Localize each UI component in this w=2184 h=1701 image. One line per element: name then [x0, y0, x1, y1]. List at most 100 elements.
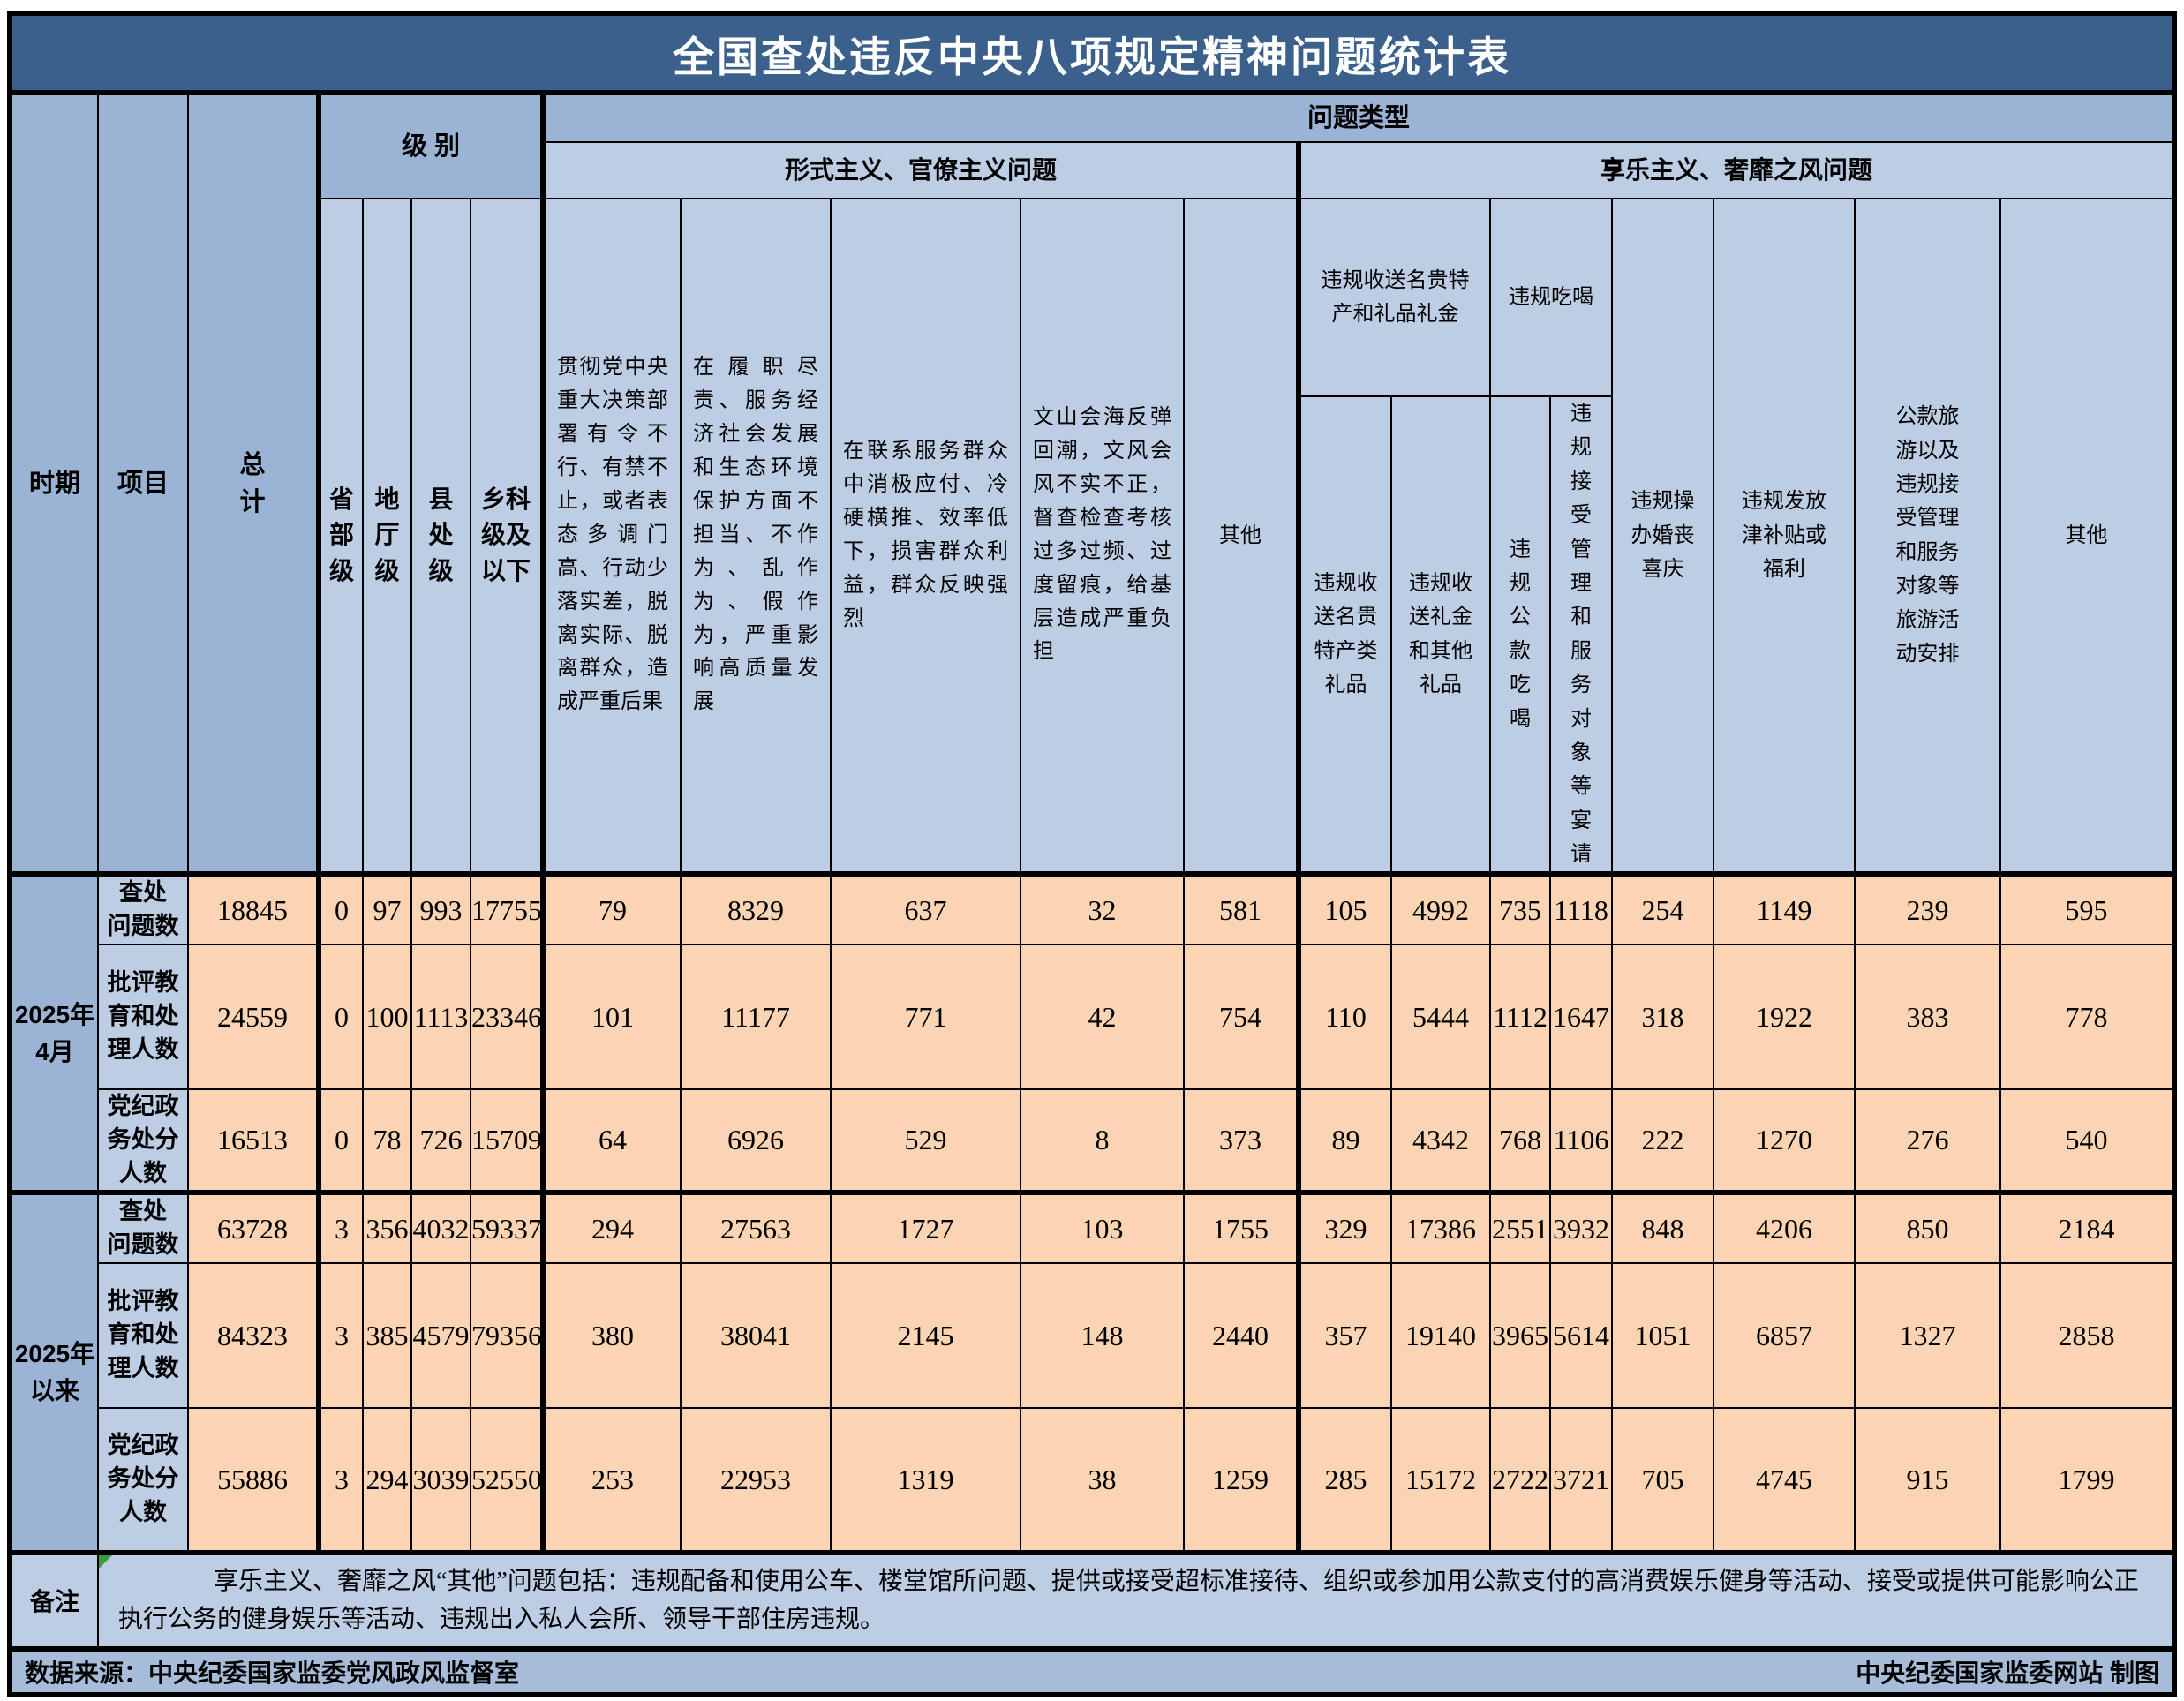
- data-cell: 110: [1298, 944, 1392, 1091]
- data-cell: 5614: [1549, 1262, 1613, 1410]
- statistics-table: 全国查处违反中央八项规定精神问题统计表 时期 项目 总 计 级 别 问题类型 形…: [7, 11, 2178, 1697]
- data-cell: 3965: [1489, 1262, 1551, 1410]
- data-cell: 1259: [1183, 1407, 1301, 1554]
- data-cell: 0: [318, 1088, 364, 1194]
- header-gifts-group: 违规收送名贵特产和礼品礼金: [1296, 198, 1491, 397]
- footer-source: 数据来源：中央纪委国家监委党风政风监督室: [25, 1659, 520, 1687]
- data-cell: 2184: [1999, 1190, 2176, 1265]
- data-cell: 373: [1183, 1088, 1301, 1194]
- header-period: 时期: [9, 91, 99, 876]
- header-formalism-col-decisions: 贯彻党中央重大决策部署有令不行、有禁不止，或者表态多调门高、行动少落实差，脱离实…: [540, 197, 682, 876]
- data-cell: 705: [1611, 1407, 1714, 1554]
- data-cell: 771: [830, 944, 1021, 1091]
- header-total: 总 计: [187, 91, 321, 876]
- data-cell: 1149: [1713, 871, 1856, 946]
- data-cell: 385: [362, 1262, 412, 1410]
- data-cell: 1727: [830, 1190, 1021, 1265]
- data-cell: 276: [1854, 1088, 2001, 1194]
- page-title: 全国查处违反中央八项规定精神问题统计表: [8, 12, 2176, 95]
- data-cell: 2440: [1183, 1262, 1301, 1410]
- data-cell: 3: [318, 1407, 364, 1554]
- note-label: 备注: [9, 1550, 99, 1650]
- data-cell: 19140: [1390, 1262, 1491, 1410]
- data-cell: 1112: [1489, 944, 1551, 1091]
- data-cell: 84323: [187, 1262, 321, 1410]
- data-cell: 55886: [187, 1407, 321, 1554]
- data-cell: 89: [1298, 1088, 1392, 1194]
- data-cell: 4032: [410, 1190, 471, 1265]
- data-cell: 8329: [680, 871, 832, 946]
- header-travel: 公款旅游以及违规接受管理和服务对象等旅游活动安排: [1854, 197, 2001, 876]
- data-cell: 581: [1183, 871, 1301, 946]
- header-item: 项目: [97, 91, 189, 876]
- row-label: 批评教 育和处 理人数: [97, 1262, 189, 1410]
- data-cell: 22953: [680, 1407, 832, 1554]
- data-cell: 726: [410, 1088, 471, 1194]
- header-level-county: 县 处 级: [410, 197, 471, 876]
- header-dining-group: 违规吃喝: [1489, 198, 1613, 397]
- header-other-hedonism: 其他: [1999, 197, 2176, 876]
- period-cell: 2025年 以来: [9, 1190, 99, 1554]
- data-cell: 3932: [1549, 1190, 1613, 1265]
- data-cell: 103: [1020, 1190, 1185, 1265]
- data-cell: 3039: [410, 1407, 471, 1554]
- data-cell: 329: [1298, 1190, 1392, 1265]
- data-cell: 383: [1854, 944, 2001, 1091]
- data-cell: 2722: [1489, 1407, 1551, 1554]
- data-cell: 356: [362, 1190, 412, 1265]
- data-cell: 15172: [1390, 1407, 1491, 1554]
- data-cell: 848: [1611, 1190, 1714, 1265]
- green-corner-marker-icon: [100, 1558, 112, 1569]
- data-cell: 2858: [1999, 1262, 2176, 1410]
- data-cell: 239: [1854, 871, 2001, 946]
- data-cell: 294: [542, 1190, 682, 1265]
- data-cell: 63728: [187, 1190, 321, 1265]
- data-cell: 15709: [470, 1088, 546, 1194]
- data-cell: 285: [1298, 1407, 1392, 1554]
- data-cell: 778: [1999, 944, 2176, 1091]
- data-cell: 3: [318, 1190, 364, 1265]
- data-cell: 97: [362, 871, 412, 946]
- header-formalism-col-duty: 在履职尽责、服务经济社会发展和生态环境保护方面不担当、不作为、乱作为、假作为，严…: [680, 197, 832, 876]
- data-cell: 79356: [470, 1262, 546, 1410]
- header-formalism-col-other: 其他: [1183, 197, 1301, 876]
- data-cell: 1051: [1611, 1262, 1714, 1410]
- data-cell: 529: [830, 1088, 1021, 1194]
- data-cell: 1922: [1713, 944, 1856, 1091]
- header-formalism-col-masses: 在联系服务群众中消极应付、冷硬横推、效率低下，损害群众利益，群众反映强烈: [830, 197, 1021, 876]
- data-cell: 754: [1183, 944, 1301, 1091]
- data-cell: 1799: [1999, 1407, 2176, 1554]
- data-cell: 105: [1298, 871, 1392, 946]
- data-cell: 637: [830, 871, 1021, 946]
- data-cell: 2551: [1489, 1190, 1551, 1265]
- data-cell: 1106: [1549, 1088, 1613, 1194]
- data-cell: 540: [1999, 1088, 2176, 1194]
- row-label: 党纪政 务处分 人数: [97, 1088, 189, 1194]
- data-cell: 3721: [1549, 1407, 1613, 1554]
- data-cell: 0: [318, 944, 364, 1091]
- data-cell: 254: [1611, 871, 1714, 946]
- data-cell: 4745: [1713, 1407, 1856, 1554]
- data-cell: 23346: [470, 944, 546, 1091]
- data-cell: 993: [410, 871, 471, 946]
- header-problem-type: 问题类型: [539, 92, 2176, 143]
- data-cell: 52550: [470, 1407, 546, 1554]
- data-cell: 16513: [187, 1088, 321, 1194]
- data-cell: 4342: [1390, 1088, 1491, 1194]
- data-cell: 17755: [470, 871, 546, 946]
- data-cell: 735: [1489, 871, 1551, 946]
- data-cell: 3: [318, 1262, 364, 1410]
- header-level-province: 省 部 级: [318, 197, 364, 876]
- note-text: 享乐主义、奢靡之风“其他”问题包括：违规配备和使用公车、楼堂馆所问题、提供或接受…: [96, 1550, 2176, 1650]
- data-cell: 595: [1999, 871, 2176, 946]
- data-cell: 357: [1298, 1262, 1392, 1410]
- row-label: 查处 问题数: [97, 1190, 189, 1265]
- footer-credit: 中央纪委国家监委网站 制图: [1856, 1659, 2160, 1687]
- data-cell: 27563: [680, 1190, 832, 1265]
- data-cell: 850: [1854, 1190, 2001, 1265]
- data-cell: 253: [542, 1407, 682, 1554]
- data-cell: 380: [542, 1262, 682, 1410]
- data-cell: 148: [1020, 1262, 1185, 1410]
- footer-inner: 数据来源：中央纪委国家监委党风政风监督室 中央纪委国家监委网站 制图: [12, 1654, 2172, 1690]
- data-cell: 1270: [1713, 1088, 1856, 1194]
